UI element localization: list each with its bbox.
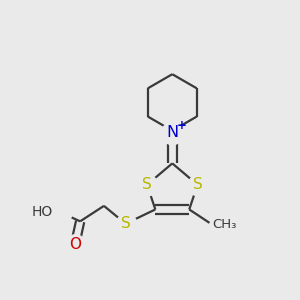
- Text: S: S: [142, 177, 152, 192]
- Text: O: O: [69, 237, 81, 252]
- Text: N: N: [166, 125, 178, 140]
- Text: HO: HO: [32, 205, 53, 219]
- Text: S: S: [193, 177, 202, 192]
- Text: CH₃: CH₃: [212, 218, 236, 231]
- Text: S: S: [121, 216, 130, 231]
- Text: +: +: [176, 119, 186, 132]
